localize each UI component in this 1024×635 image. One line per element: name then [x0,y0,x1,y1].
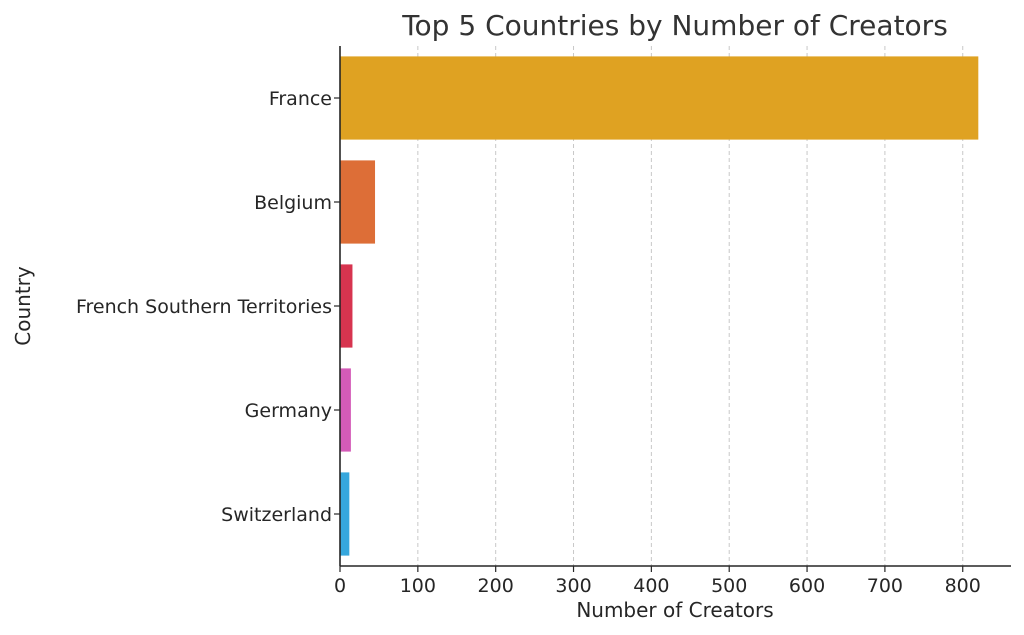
y-category-labels: France Belgium French Southern Territories… [76,88,340,526]
x-tick-label-3: 300 [555,575,591,597]
bar-switzerland [340,472,350,556]
x-tick-label-5: 500 [711,575,747,597]
x-tick-label-4: 400 [633,575,669,597]
chart-title: Top 5 Countries by Number of Creators [401,9,948,42]
x-tick-label-6: 600 [789,575,825,597]
x-tick-label-1: 100 [400,575,436,597]
bar-france [340,56,979,140]
x-tick-label-2: 200 [478,575,514,597]
bar-belgium [340,160,376,244]
y-category-label-0: France [269,88,332,110]
y-category-label-1: Belgium [254,192,332,214]
x-tick-label-8: 800 [945,575,981,597]
y-category-label-4: Switzerland [221,504,332,526]
y-axis-label: Country [11,266,35,346]
y-category-label-2: French Southern Territories [76,296,332,318]
bar-germany [340,368,351,452]
x-ticks: 0 100 200 300 400 500 600 700 800 [334,566,981,597]
x-axis-label: Number of Creators [576,598,773,622]
x-tick-label-7: 700 [867,575,903,597]
bars [340,56,979,556]
bar-french-southern-territories [340,264,353,348]
x-tick-label-0: 0 [334,575,346,597]
y-category-label-3: Germany [245,400,332,422]
